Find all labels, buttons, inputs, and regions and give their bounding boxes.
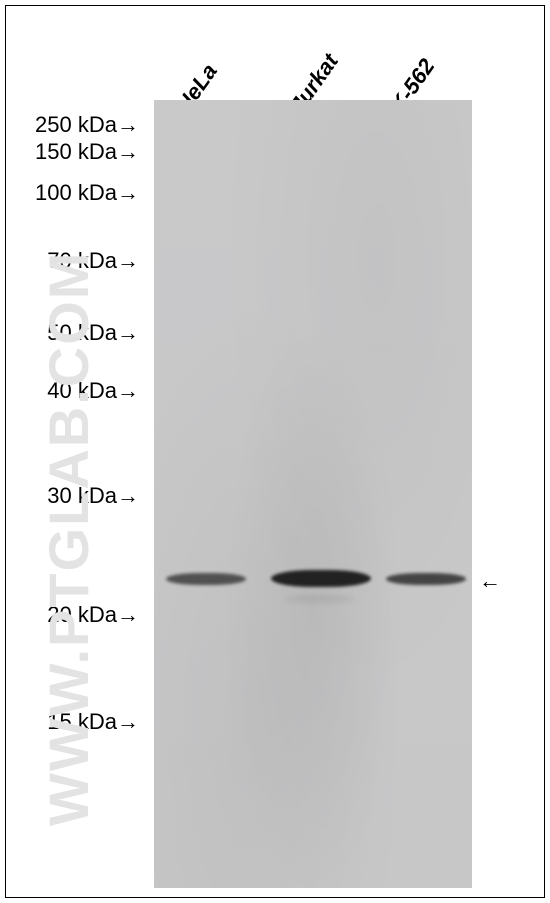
mw-marker: 30 kDa→ xyxy=(47,483,139,509)
band-k562 xyxy=(386,573,466,585)
mw-marker: 100 kDa→ xyxy=(35,180,139,206)
blot-texture xyxy=(154,100,472,888)
mw-marker: 20 kDa→ xyxy=(47,602,139,628)
mw-marker: 15 kDa→ xyxy=(47,709,139,735)
figure-frame: WWW.PTGLAB.COM HeLa Jurkat K-562 250 kDa… xyxy=(5,5,545,898)
mw-marker: 150 kDa→ xyxy=(35,139,139,165)
smudge xyxy=(284,595,354,603)
band-jurkat xyxy=(271,570,371,587)
mw-marker: 250 kDa→ xyxy=(35,112,139,138)
band-arrow-icon: ← xyxy=(479,568,501,594)
blot-membrane xyxy=(154,100,472,888)
mw-marker: 70 kDa→ xyxy=(47,248,139,274)
band-hela xyxy=(166,573,246,585)
mw-marker: 50 kDa→ xyxy=(47,320,139,346)
mw-marker: 40 kDa→ xyxy=(47,378,139,404)
